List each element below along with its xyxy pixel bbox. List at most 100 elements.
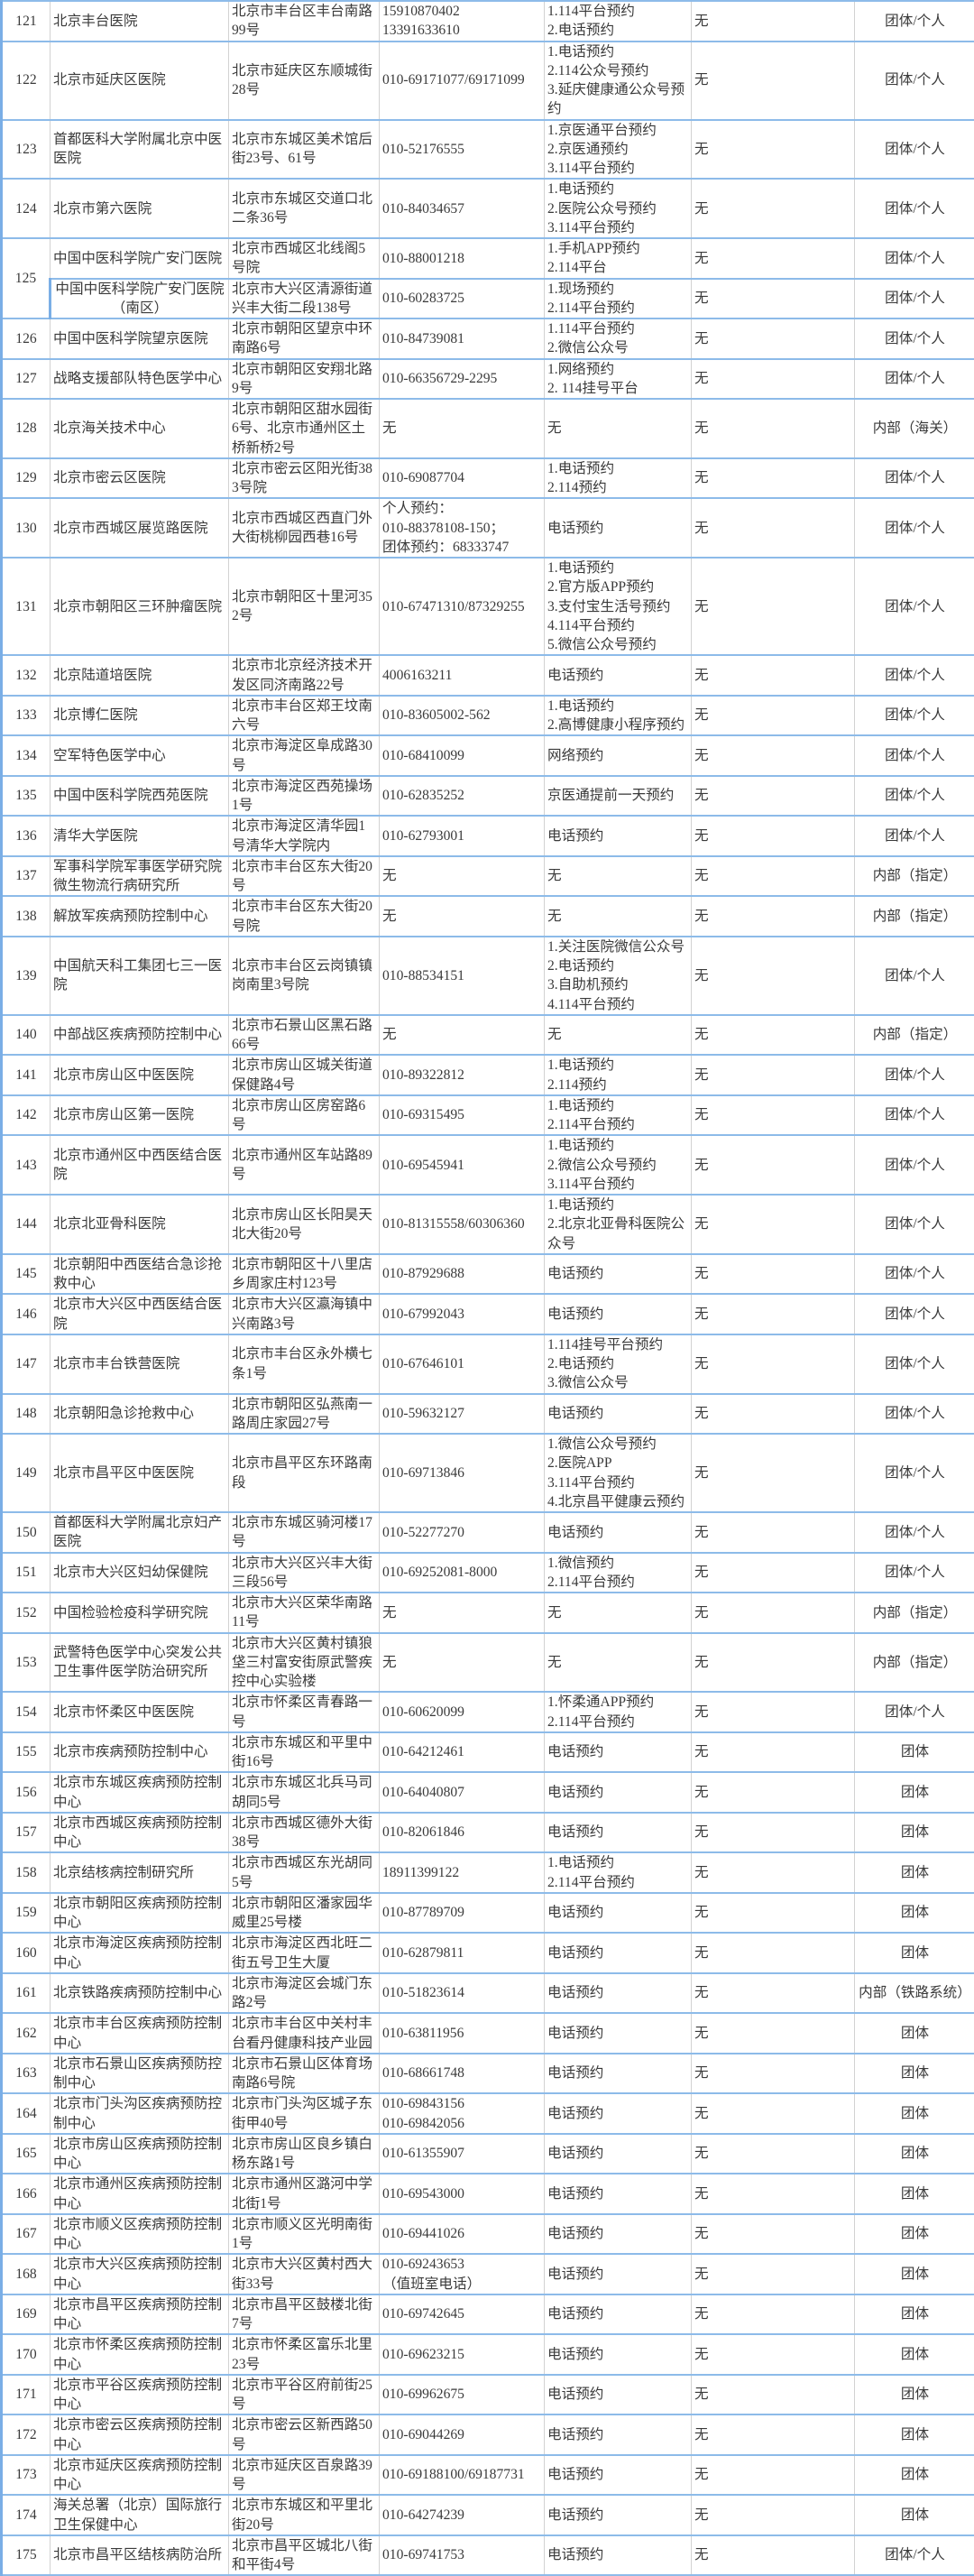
booking-method-cell: 1.电话预约 2.114公众号预约 3.延庆健康通公众号预约	[545, 42, 692, 120]
service-type-cell: 内部（指定）	[855, 1015, 974, 1056]
phone-cell: 010-82061846	[380, 1813, 545, 1853]
phone-cell: 010-69243653 （值班室电话）	[380, 2254, 545, 2294]
booking-method-cell: 电话预约	[545, 2174, 692, 2214]
institution-name-cell: 北京陆道培医院	[51, 655, 229, 696]
other-info-cell: 无	[692, 2013, 855, 2054]
institution-name-cell: 北京朝阳急诊抢救中心	[51, 1394, 229, 1435]
phone-cell: 010-67646101	[380, 1334, 545, 1394]
institution-name-cell: 北京市海淀区疾病预防控制中心	[51, 1933, 229, 1973]
booking-method-cell: 1.电话预约 2.北京北亚骨科医院公众号	[545, 1195, 692, 1254]
phone-cell: 010-68410099	[380, 735, 545, 776]
row-number-cell: 175	[2, 2535, 51, 2576]
institution-name-cell: 清华大学医院	[51, 816, 229, 856]
other-info-cell: 无	[692, 399, 855, 458]
service-type-cell: 团体	[855, 2334, 974, 2375]
service-type-cell: 团体	[855, 2054, 974, 2094]
phone-cell: 无	[380, 856, 545, 897]
address-cell: 北京市西城区北线阁5号院	[229, 238, 380, 279]
address-cell: 北京市西城区东光胡同5号	[229, 1852, 380, 1893]
other-info-cell: 无	[692, 1893, 855, 1934]
row-number-cell: 174	[2, 2495, 51, 2535]
row-number-cell: 153	[2, 1633, 51, 1693]
service-type-cell: 团体/个人	[855, 1, 974, 42]
institution-name-cell: 北京市昌平区疾病预防控制中心	[51, 2294, 229, 2335]
address-cell: 北京市西城区西直门外大街桃柳园西巷16号	[229, 498, 380, 558]
other-info-cell: 无	[692, 1692, 855, 1732]
row-number-cell: 126	[2, 319, 51, 359]
service-type-cell: 团体	[855, 1732, 974, 1773]
other-info-cell: 无	[692, 2414, 855, 2455]
service-type-cell: 团体/个人	[855, 1512, 974, 1553]
other-info-cell: 无	[692, 1633, 855, 1693]
other-info-cell: 无	[692, 279, 855, 319]
row-number-cell: 125	[2, 238, 51, 319]
phone-cell: 无	[380, 1015, 545, 1056]
address-cell: 北京市海淀区清华园1号清华大学院内	[229, 816, 380, 856]
booking-method-cell: 无	[545, 856, 692, 897]
service-type-cell: 团体/个人	[855, 735, 974, 776]
service-type-cell: 团体/个人	[855, 458, 974, 499]
row-number-cell: 129	[2, 458, 51, 499]
phone-cell: 010-69545941	[380, 1135, 545, 1195]
address-cell: 北京市大兴区清源街道兴丰大街二段138号	[229, 279, 380, 319]
address-cell: 北京市房山区良乡镇白杨东路1号	[229, 2134, 380, 2174]
address-cell: 北京市密云区新西路50号	[229, 2414, 380, 2455]
institution-name-cell: 北京市怀柔区疾病预防控制中心	[51, 2334, 229, 2375]
row-number-cell: 131	[2, 558, 51, 655]
institution-name-cell: 北京市朝阳区疾病预防控制中心	[51, 1893, 229, 1934]
address-cell: 北京市石景山区体育场南路6号院	[229, 2054, 380, 2094]
institution-name-cell: 北京市通州区疾病预防控制中心	[51, 2174, 229, 2214]
institution-name-cell: 北京市房山区疾病预防控制中心	[51, 2134, 229, 2174]
other-info-cell: 无	[692, 2334, 855, 2375]
phone-cell: 010-69543000	[380, 2174, 545, 2214]
row-number-cell: 171	[2, 2375, 51, 2415]
booking-method-cell: 京医通提前一天预约	[545, 776, 692, 817]
booking-method-cell: 1.电话预约 2.114平台预约	[545, 1852, 692, 1893]
institution-name-cell: 解放军疾病预防控制中心	[51, 896, 229, 937]
address-cell: 北京市东城区和平里北街20号	[229, 2495, 380, 2535]
phone-cell: 010-69315495	[380, 1095, 545, 1136]
other-info-cell: 无	[692, 1933, 855, 1973]
address-cell: 北京市大兴区瀛海镇中兴南路3号	[229, 1294, 380, 1334]
other-info-cell: 无	[692, 2254, 855, 2294]
booking-method-cell: 电话预约	[545, 1732, 692, 1773]
row-number-cell: 152	[2, 1593, 51, 1633]
other-info-cell: 无	[692, 2535, 855, 2576]
row-number-cell: 173	[2, 2455, 51, 2496]
phone-cell: 010-89322812	[380, 1055, 545, 1095]
institution-name-cell: 北京市西城区疾病预防控制中心	[51, 1813, 229, 1853]
phone-cell: 010-69713846	[380, 1434, 545, 1512]
booking-method-cell: 1.手机APP预约 2.114平台	[545, 238, 692, 279]
address-cell: 北京市东城区交道口北二条36号	[229, 179, 380, 238]
institution-name-cell: 中国中医科学院广安门医院	[51, 238, 229, 279]
service-type-cell: 内部（指定）	[855, 856, 974, 897]
phone-cell: 无	[380, 1633, 545, 1693]
row-number-cell: 155	[2, 1732, 51, 1773]
booking-method-cell: 电话预约	[545, 1893, 692, 1934]
address-cell: 北京市西城区德外大街38号	[229, 1813, 380, 1853]
service-type-cell: 团体	[855, 2013, 974, 2054]
address-cell: 北京市密云区阳光街383号院	[229, 458, 380, 499]
phone-cell: 010-84739081	[380, 319, 545, 359]
other-info-cell: 无	[692, 1813, 855, 1853]
institution-name-cell: 北京市昌平区结核病防治所	[51, 2535, 229, 2576]
other-info-cell: 无	[692, 1512, 855, 1553]
row-number-cell: 142	[2, 1095, 51, 1136]
row-number-cell: 146	[2, 1294, 51, 1334]
booking-method-cell: 1.电话预约 2.114预约	[545, 458, 692, 499]
service-type-cell: 团体	[855, 2455, 974, 2496]
booking-method-cell: 电话预约	[545, 1512, 692, 1553]
booking-method-cell: 电话预约	[545, 2254, 692, 2294]
